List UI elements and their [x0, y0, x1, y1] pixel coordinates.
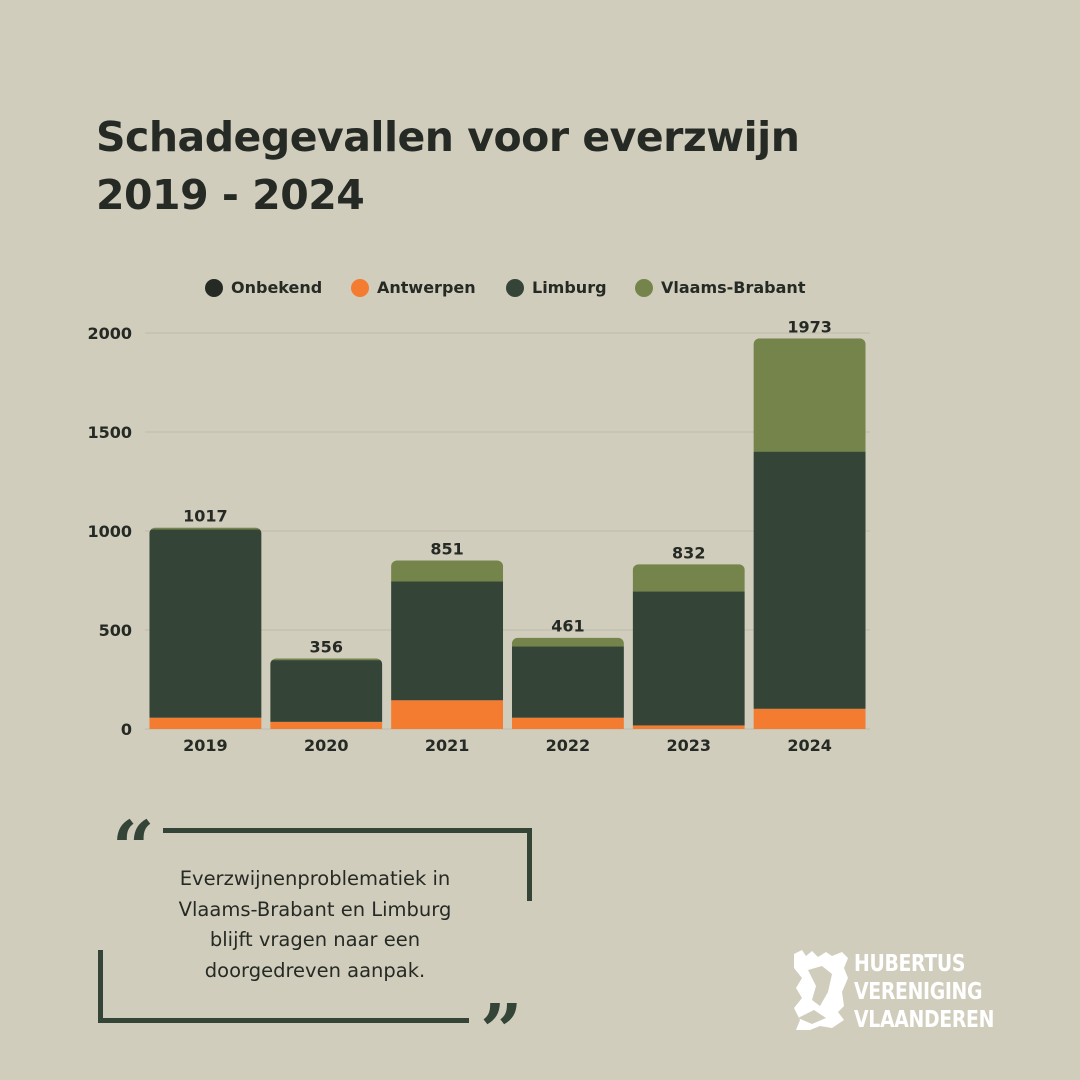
boar-head-icon [794, 950, 848, 1030]
bar-2024-limburg [753, 451, 866, 709]
bar-2021-vlaams-brabant [391, 560, 504, 582]
chart-title: Schadegevallen voor everzwijn 2019 - 202… [96, 108, 896, 224]
bar-total-label-2021: 851 [430, 540, 463, 559]
bar-2019-antwerpen [149, 717, 262, 729]
bar-2024-antwerpen [753, 708, 866, 729]
legend-label-onbekend: Onbekend [231, 278, 322, 297]
y-tick-label-500: 500 [99, 621, 132, 640]
bar-2022-limburg [511, 646, 624, 718]
legend-label-vlaams-brabant: Vlaams-Brabant [661, 278, 806, 297]
quote-close-icon: ” [480, 989, 523, 1075]
bar-total-label-2024: 1973 [787, 317, 832, 336]
bar-total-label-2020: 356 [310, 638, 343, 657]
y-tick-label-2000: 2000 [87, 324, 132, 343]
bar-2022-antwerpen [511, 717, 624, 729]
bar-2024-vlaams-brabant [753, 338, 866, 452]
bar-group-2024: 1973 [753, 317, 866, 729]
legend-item-limburg: Limburg [506, 278, 607, 297]
logo: HUBERTUS VERENIGING VLAANDEREN [792, 948, 994, 1034]
x-tick-label-2021: 2021 [425, 736, 470, 755]
quote-open-icon: “ [112, 806, 155, 892]
legend: Onbekend Antwerpen Limburg Vlaams-Brabant [205, 278, 806, 297]
x-tick-label-2019: 2019 [183, 736, 228, 755]
quote-line-2: Vlaams-Brabant en Limburg [178, 897, 452, 921]
quote-frame-top [163, 828, 532, 901]
bar-2021-antwerpen [391, 700, 504, 729]
legend-marker-antwerpen [351, 279, 369, 297]
legend-label-limburg: Limburg [532, 278, 607, 297]
legend-item-antwerpen: Antwerpen [351, 278, 476, 297]
bar-2023-vlaams-brabant [632, 564, 745, 592]
logo-line-3: VLAANDEREN [854, 1007, 995, 1033]
bar-2022-vlaams-brabant [511, 637, 624, 647]
logo-text: HUBERTUS VERENIGING VLAANDEREN [854, 950, 994, 1034]
x-tick-label-2024: 2024 [787, 736, 832, 755]
quote-line-4: doorgedreven aanpak. [204, 958, 426, 982]
bar-group-2022: 461 [511, 617, 624, 729]
bars: 1017 356 851 461 832 1973 [149, 317, 866, 729]
x-tick-label-2020: 2020 [304, 736, 349, 755]
quote-line-3: blijft vragen naar een [209, 928, 421, 951]
bar-group-2023: 832 [632, 543, 745, 729]
legend-marker-limburg [506, 279, 524, 297]
chart-title-line-2: 2019 - 2024 [96, 171, 365, 219]
bar-total-label-2019: 1017 [183, 507, 228, 526]
y-tick-label-0: 0 [121, 720, 132, 739]
legend-item-vlaams-brabant: Vlaams-Brabant [635, 278, 806, 297]
quote-line-1: Everzwijnenproblematiek in [179, 867, 451, 890]
legend-marker-vlaams-brabant [635, 279, 653, 297]
bar-2023-limburg [632, 591, 745, 726]
bar-group-2020: 356 [270, 638, 383, 729]
bar-2020-vlaams-brabant [270, 658, 383, 661]
stacked-bar-chart: Onbekend Antwerpen Limburg Vlaams-Brabant 0… [87, 278, 870, 755]
quote-frame-bottom [98, 950, 469, 1023]
y-axis: 0 500 1000 1500 2000 [87, 324, 132, 739]
x-tick-label-2022: 2022 [546, 736, 591, 755]
x-tick-label-2023: 2023 [666, 736, 711, 755]
y-tick-label-1000: 1000 [87, 522, 132, 541]
chart-title-line-1: Schadegevallen voor everzwijn [96, 113, 800, 161]
quote-text: Everzwijnenproblematiek in Vlaams-Braban… [150, 864, 480, 986]
bar-2020-antwerpen [270, 721, 383, 729]
legend-marker-onbekend [205, 279, 223, 297]
bar-2019-limburg [149, 529, 262, 718]
bar-2021-limburg [391, 581, 504, 701]
logo-line-2: VERENIGING [854, 979, 983, 1005]
legend-label-antwerpen: Antwerpen [377, 278, 476, 297]
logo-line-1: HUBERTUS [854, 951, 966, 977]
bar-2023-antwerpen [632, 725, 745, 729]
bar-group-2019: 1017 [149, 507, 262, 729]
legend-item-onbekend: Onbekend [205, 278, 322, 297]
bar-group-2021: 851 [391, 540, 504, 729]
grid-lines [145, 332, 870, 730]
bar-2020-limburg [270, 660, 383, 722]
y-tick-label-1500: 1500 [87, 423, 132, 442]
bar-2019-vlaams-brabant [149, 527, 262, 530]
bar-total-label-2022: 461 [551, 617, 584, 636]
bar-total-label-2023: 832 [672, 543, 705, 562]
x-axis: 2019 2020 2021 2022 2023 2024 [183, 736, 832, 755]
